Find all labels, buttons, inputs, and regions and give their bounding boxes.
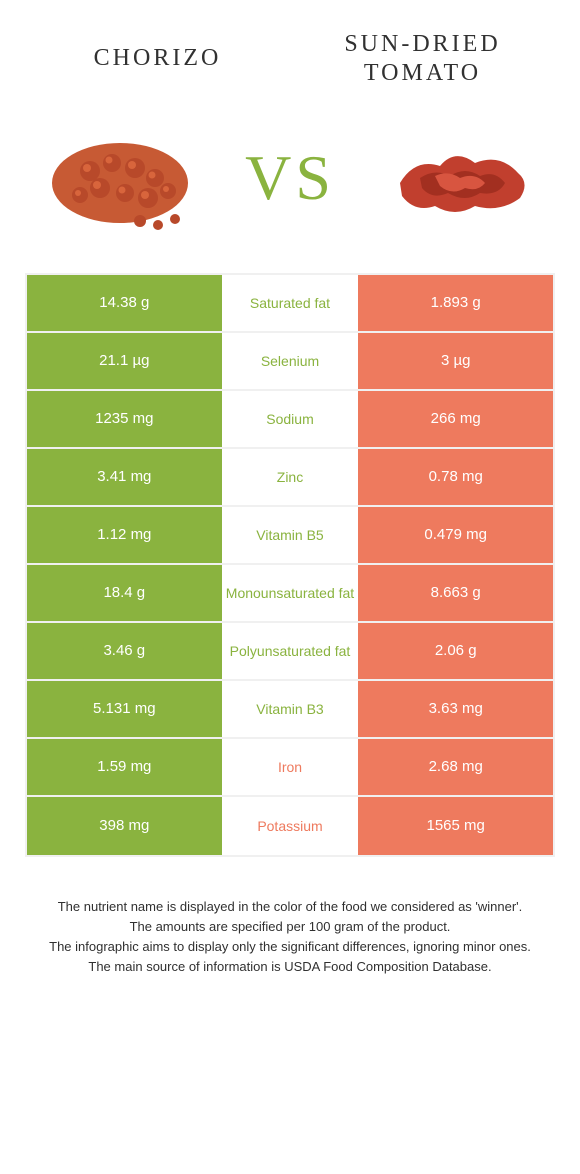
- table-row: 3.41 mg Zinc 0.78 mg: [27, 449, 553, 507]
- header-right-line1: SUN-DRIED: [344, 31, 500, 57]
- left-value: 3.46 g: [27, 623, 222, 679]
- sundried-tomato-image: [375, 118, 545, 238]
- table-row: 3.46 g Polyunsaturated fat 2.06 g: [27, 623, 553, 681]
- left-value: 398 mg: [27, 797, 222, 855]
- right-value: 0.78 mg: [358, 449, 553, 505]
- nutrient-label: Potassium: [222, 797, 359, 855]
- nutrient-label: Zinc: [222, 449, 359, 505]
- header-right-line2: TOMATO: [364, 60, 481, 86]
- footer-line: The infographic aims to display only the…: [40, 937, 540, 957]
- header-row: CHORIZO SUN-DRIED TOMATO: [25, 30, 555, 88]
- right-value: 3.63 mg: [358, 681, 553, 737]
- table-row: 1235 mg Sodium 266 mg: [27, 391, 553, 449]
- footer-line: The amounts are specified per 100 gram o…: [40, 917, 540, 937]
- footer-notes: The nutrient name is displayed in the co…: [25, 897, 555, 978]
- table-row: 398 mg Potassium 1565 mg: [27, 797, 553, 855]
- left-value: 5.131 mg: [27, 681, 222, 737]
- vs-label: VS: [245, 141, 335, 215]
- nutrient-label: Vitamin B5: [222, 507, 359, 563]
- table-row: 1.59 mg Iron 2.68 mg: [27, 739, 553, 797]
- table-row: 18.4 g Monounsaturated fat 8.663 g: [27, 565, 553, 623]
- header-left-title: CHORIZO: [25, 30, 290, 88]
- footer-line: The main source of information is USDA F…: [40, 957, 540, 977]
- nutrient-label: Saturated fat: [222, 275, 359, 331]
- header-right-title: SUN-DRIED TOMATO: [290, 30, 555, 88]
- table-row: 5.131 mg Vitamin B3 3.63 mg: [27, 681, 553, 739]
- right-value: 1565 mg: [358, 797, 553, 855]
- left-value: 1.12 mg: [27, 507, 222, 563]
- nutrient-label: Iron: [222, 739, 359, 795]
- table-row: 1.12 mg Vitamin B5 0.479 mg: [27, 507, 553, 565]
- nutrient-table: 14.38 g Saturated fat 1.893 g 21.1 µg Se…: [25, 273, 555, 857]
- nutrient-label: Polyunsaturated fat: [222, 623, 359, 679]
- right-value: 2.68 mg: [358, 739, 553, 795]
- right-value: 1.893 g: [358, 275, 553, 331]
- chorizo-image: [35, 118, 205, 238]
- nutrient-label: Sodium: [222, 391, 359, 447]
- table-row: 21.1 µg Selenium 3 µg: [27, 333, 553, 391]
- left-value: 1235 mg: [27, 391, 222, 447]
- left-value: 1.59 mg: [27, 739, 222, 795]
- footer-line: The nutrient name is displayed in the co…: [40, 897, 540, 917]
- table-row: 14.38 g Saturated fat 1.893 g: [27, 275, 553, 333]
- left-value: 18.4 g: [27, 565, 222, 621]
- right-value: 2.06 g: [358, 623, 553, 679]
- right-value: 8.663 g: [358, 565, 553, 621]
- left-value: 3.41 mg: [27, 449, 222, 505]
- left-value: 14.38 g: [27, 275, 222, 331]
- nutrient-label: Monounsaturated fat: [222, 565, 359, 621]
- left-value: 21.1 µg: [27, 333, 222, 389]
- right-value: 266 mg: [358, 391, 553, 447]
- right-value: 0.479 mg: [358, 507, 553, 563]
- nutrient-label: Vitamin B3: [222, 681, 359, 737]
- right-value: 3 µg: [358, 333, 553, 389]
- comparison-infographic: CHORIZO SUN-DRIED TOMATO VS: [0, 0, 580, 997]
- images-row: VS: [25, 118, 555, 238]
- nutrient-label: Selenium: [222, 333, 359, 389]
